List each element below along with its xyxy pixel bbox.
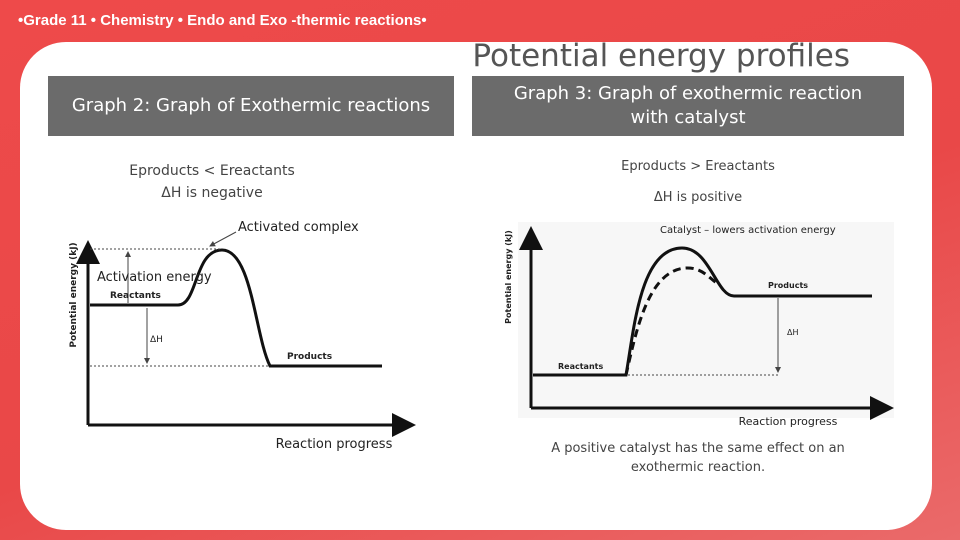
- slide-title: Potential energy profiles: [472, 38, 850, 74]
- right-catalysed-curve: [624, 266, 721, 376]
- graph3-title-box: Graph 3: Graph of exothermic reaction wi…: [472, 76, 904, 136]
- left-complex-pointer: [209, 231, 237, 247]
- right-uncatalysed-curve: [533, 246, 872, 377]
- graph3-title-line2: with catalyst: [630, 107, 746, 128]
- right-diagram-background: [518, 222, 894, 418]
- graph3-footer: A positive catalyst has the same effect …: [548, 439, 848, 477]
- left-energy-curve: [90, 248, 382, 368]
- title-container: Potential energy profiles: [0, 38, 960, 78]
- right-reactants-label: Reactants: [558, 362, 603, 371]
- left-x-axis-label: Reaction progress: [276, 437, 393, 452]
- graph2-title-box: Graph 2: Graph of Exothermic reactions: [48, 76, 454, 136]
- graph3-title-line1: Graph 3: Graph of exothermic reaction: [513, 83, 863, 104]
- graph3-energy-comparison: Eproducts > Ereactants: [621, 159, 775, 174]
- left-products-label: Products: [287, 352, 332, 362]
- graph3-footer-line2: exothermic reaction.: [630, 460, 766, 475]
- exothermic-diagram: Potential energy (kJ) Reaction progress …: [69, 220, 416, 452]
- left-reactants-label: Reactants: [110, 291, 161, 301]
- slide-header: •Grade 11 • Chemistry • Endo and Exo -th…: [18, 12, 427, 29]
- right-products-label: Products: [768, 281, 808, 290]
- graph3-delta-h-note: ΔH is positive: [653, 190, 743, 205]
- graph2-energy-comparison: Eproducts < Ereactants: [129, 163, 295, 179]
- left-y-axis-label: Potential energy (kJ): [69, 242, 79, 347]
- catalyst-diagram: Potential energy (kJ) Reaction progress …: [504, 222, 894, 428]
- right-delta-h-label: ΔH: [787, 328, 799, 337]
- right-y-axis-label: Potential energy (kJ): [504, 230, 513, 324]
- activation-energy-label: Activation energy: [97, 270, 212, 285]
- graph2-delta-h-note: ΔH is negative: [161, 185, 263, 201]
- graph3-footer-line1: A positive catalyst has the same effect …: [551, 441, 845, 456]
- catalyst-label: Catalyst – lowers activation energy: [660, 225, 836, 236]
- activated-complex-label: Activated complex: [238, 220, 359, 235]
- graph2-title: Graph 2: Graph of Exothermic reactions: [71, 95, 431, 116]
- right-x-axis-label: Reaction progress: [739, 415, 838, 428]
- left-delta-h-label: ΔH: [150, 335, 163, 345]
